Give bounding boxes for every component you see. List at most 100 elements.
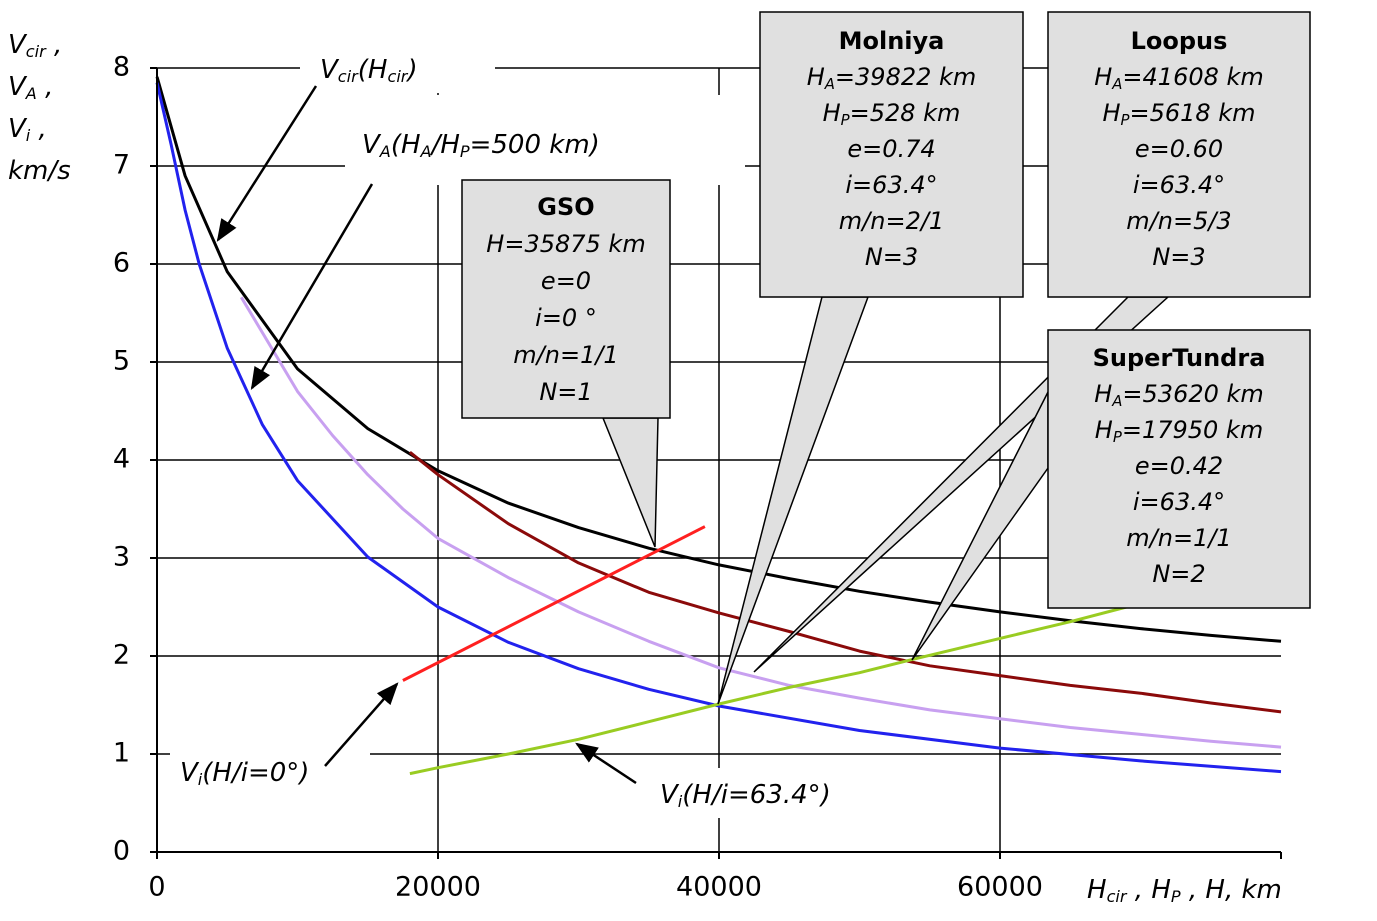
text-part: e=0.60	[1135, 135, 1223, 163]
callout-title: Molniya	[839, 27, 945, 55]
callout-line: N=2	[1152, 560, 1205, 588]
annotation: Vi(H/i=0°)	[180, 758, 309, 789]
text-part: H	[823, 99, 841, 127]
subscript: cir	[26, 42, 47, 61]
series-line	[409, 605, 1127, 776]
y-tick-label: 4	[113, 444, 130, 475]
text-part: V	[8, 30, 28, 60]
text-part: ,	[37, 72, 54, 102]
text-part: H	[1094, 63, 1112, 91]
label-background	[650, 768, 880, 818]
subscript: P	[460, 142, 470, 161]
series-line	[155, 82, 1282, 774]
callout-pointer	[601, 417, 659, 548]
subscript: cir	[338, 67, 359, 86]
text-part: V	[8, 114, 28, 144]
subscript: i	[198, 770, 203, 789]
text-part: V	[180, 758, 200, 788]
text-part: e=0.74	[847, 135, 935, 163]
series-line	[240, 296, 1282, 749]
text-part: m/n=1/1	[1126, 524, 1231, 552]
text-part: N=3	[865, 243, 918, 271]
x-tick-label: 40000	[676, 872, 762, 903]
subscript: A	[420, 142, 432, 161]
callout-line: e=0.60	[1135, 135, 1223, 163]
x-tick-label: 0	[148, 872, 165, 903]
text-part: , H	[1127, 875, 1171, 905]
arrow	[216, 85, 318, 242]
text-part: N=1	[539, 378, 592, 406]
x-tick-label: 20000	[395, 872, 481, 903]
subscript: P	[841, 111, 850, 129]
text-part: m/n=5/3	[1126, 207, 1231, 235]
text-part: (H	[391, 130, 421, 160]
text-part: V	[8, 72, 28, 102]
callout-line: e=0	[541, 267, 591, 295]
callout-box	[1047, 329, 1311, 609]
callout-line: N=1	[539, 378, 592, 406]
callout-line: HP=5618 km	[1102, 99, 1255, 129]
callout-box	[1047, 11, 1311, 298]
text-part: )	[405, 55, 417, 85]
text-part: ,	[46, 30, 63, 60]
callout-line: e=0.74	[847, 135, 935, 163]
text-part: (H	[358, 55, 388, 85]
arrow	[324, 682, 399, 767]
text-part: km/s	[8, 156, 71, 186]
series-line	[408, 451, 1282, 714]
x-tick-label: 60000	[957, 872, 1043, 903]
callout-title: GSO	[537, 193, 594, 221]
callout-line: i=63.4°	[1133, 488, 1225, 516]
arrow	[575, 742, 637, 785]
callout-line: i=63.4°	[1133, 171, 1225, 199]
text-part: (H/i=63.4°)	[682, 780, 831, 810]
text-part: V	[362, 130, 382, 160]
callout-line: i=0 °	[535, 304, 597, 332]
y-tick-label: 3	[113, 542, 130, 573]
text-part: i=63.4°	[845, 171, 937, 199]
label-background	[300, 45, 495, 93]
subscript: A	[25, 84, 37, 103]
callout-line: m/n=1/1	[1126, 524, 1231, 552]
subscript: A	[1111, 392, 1122, 410]
callout-title: Loopus	[1131, 27, 1228, 55]
annotation: VA(HA/HP=500 km)	[362, 130, 600, 161]
text-part: =5618 km	[1129, 99, 1255, 127]
text-part: i=63.4°	[1133, 488, 1225, 516]
subscript: P	[1113, 428, 1122, 446]
subscript: i	[678, 792, 683, 811]
subscript: cir	[1107, 887, 1128, 906]
text-part: e=0	[541, 267, 591, 295]
callout-line: HA=53620 km	[1094, 380, 1264, 410]
subscript: P	[1120, 111, 1129, 129]
annotation: Vcir(Hcir)	[320, 55, 418, 86]
callout-line: H=35875 km	[486, 230, 645, 258]
y-tick-label: 8	[113, 52, 130, 83]
text-part: H	[1102, 99, 1120, 127]
text-part: e=0.42	[1135, 452, 1223, 480]
text-part: V	[660, 780, 680, 810]
text-part: H	[1087, 875, 1107, 905]
text-part: m/n=1/1	[513, 341, 618, 369]
text-part: N=2	[1152, 560, 1205, 588]
subscript: i	[26, 126, 31, 145]
text-part: =39822 km	[835, 63, 976, 91]
y-axis-label: km/s	[8, 156, 71, 186]
text-part: /H	[430, 130, 460, 160]
subscript: cir	[387, 67, 408, 86]
x-axis-label: Hcir , HP , H, km	[1087, 875, 1282, 906]
text-part: (H/i=0°)	[202, 758, 309, 788]
callout-line: HA=39822 km	[807, 63, 977, 93]
callout-line: N=3	[1152, 243, 1205, 271]
text-part: H	[807, 63, 825, 91]
arrow	[250, 183, 374, 390]
series-line	[402, 525, 706, 682]
subscript: A	[379, 142, 391, 161]
y-axis-label: Vcir ,	[8, 30, 62, 61]
label-background	[345, 95, 745, 185]
y-tick-label: 6	[113, 248, 130, 279]
text-part: H=35875 km	[486, 230, 645, 258]
grid	[156, 67, 1281, 853]
